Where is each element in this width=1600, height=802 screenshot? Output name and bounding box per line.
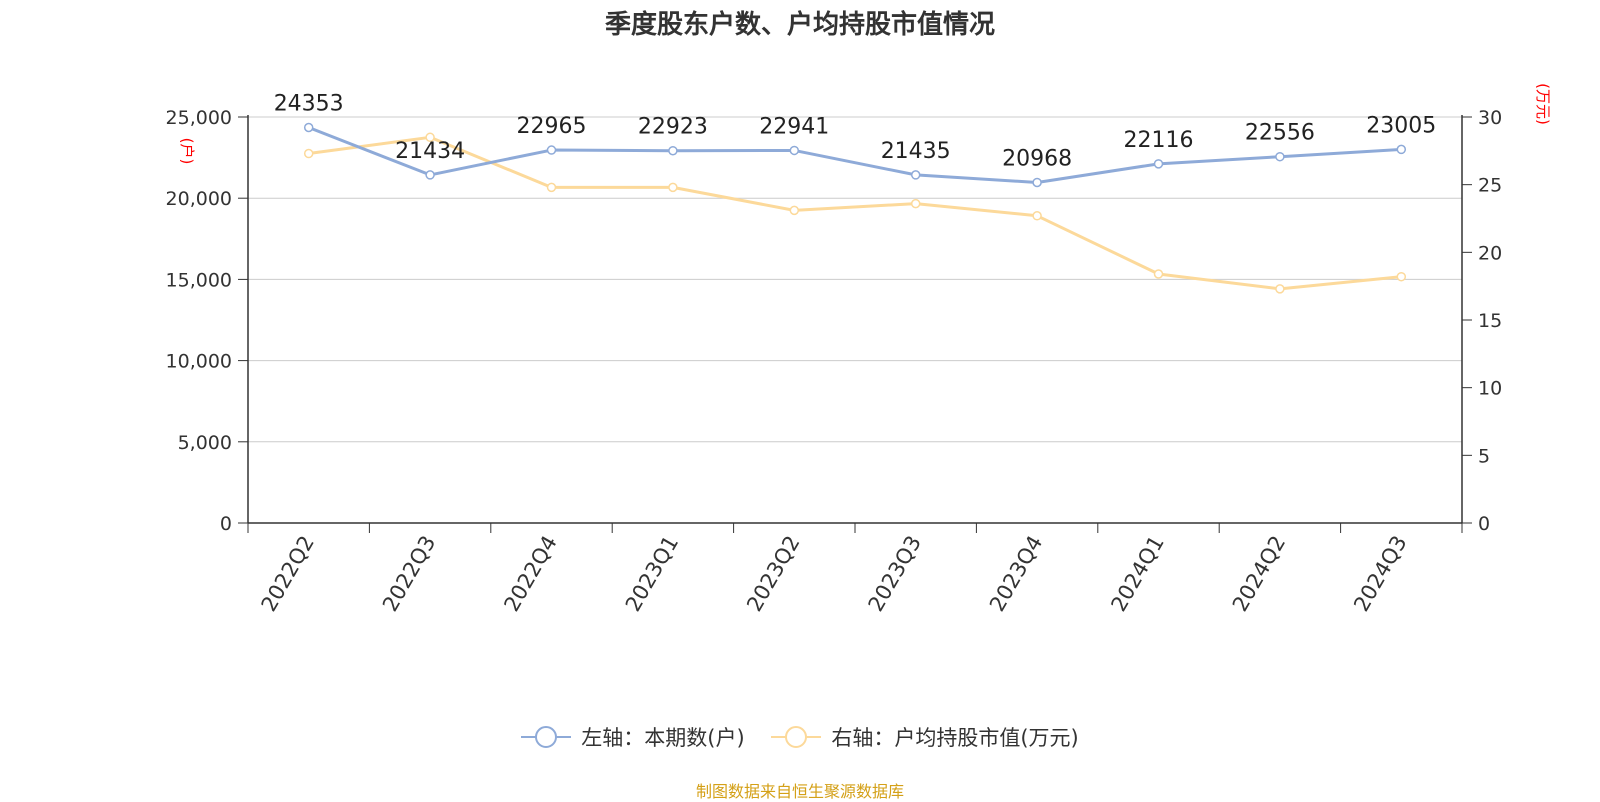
data-label: 24353 xyxy=(274,92,344,117)
left-series-point xyxy=(1275,151,1285,162)
right-series-point xyxy=(668,182,678,193)
right-series-point xyxy=(1153,269,1164,279)
legend-right-line-circle-icon xyxy=(771,726,822,748)
left-series-point xyxy=(303,122,314,133)
legend-label-right: 右轴：户均持股市值(万元) xyxy=(831,726,1079,750)
left-axis-tick-label: 5,000 xyxy=(178,432,232,454)
x-axis-tick-label: 2022Q4 xyxy=(499,532,561,616)
legend-left-line-circle-icon xyxy=(521,726,572,748)
right-series-point xyxy=(910,198,921,209)
legend-label-left: 左轴：本期数(户) xyxy=(581,726,745,750)
right-axis-tick-label: 30 xyxy=(1478,107,1502,129)
left-axis-tick-label: 15,000 xyxy=(166,269,232,291)
left-series-line xyxy=(308,126,1402,184)
left-series-point xyxy=(789,145,800,156)
right-series-point xyxy=(1275,284,1285,294)
right-axis-unit: (万元) xyxy=(1534,83,1552,125)
left-axis-tick-label: 20,000 xyxy=(166,188,232,210)
right-axis-tick-label: 20 xyxy=(1478,242,1502,264)
right-axis-tick-label: 5 xyxy=(1478,445,1490,467)
right-series-point xyxy=(1396,271,1407,282)
left-series-point xyxy=(1396,144,1407,155)
left-axis-tick-label: 0 xyxy=(220,513,232,535)
right-axis-tick-label: 15 xyxy=(1478,310,1502,332)
data-label: 22556 xyxy=(1245,121,1315,146)
x-axis-tick-label: 2024Q1 xyxy=(1106,532,1168,616)
x-axis-tick-label: 2023Q2 xyxy=(742,532,804,616)
x-axis-tick-label: 2024Q2 xyxy=(1228,532,1290,616)
data-labels: 24353 21434 22965 22923 22941 21435 20968 22116… xyxy=(274,92,1437,172)
chart-title: 季度股东户数、户均持股市值情况 xyxy=(604,10,995,40)
legend-item-right[interactable]: 右轴：户均持股市值(万元) xyxy=(771,722,1079,752)
right-axis-tick-label: 25 xyxy=(1478,175,1502,197)
left-series-point xyxy=(546,145,557,155)
left-series-point xyxy=(1153,159,1164,169)
left-series-point xyxy=(910,170,921,180)
series xyxy=(303,122,1407,294)
data-label: 22116 xyxy=(1124,128,1194,153)
left-axis-tick-label: 10,000 xyxy=(166,351,232,373)
right-series-point xyxy=(303,148,314,159)
left-series-point xyxy=(1032,177,1042,188)
grid-lines xyxy=(248,116,1462,443)
x-axis-tick-label: 2023Q4 xyxy=(985,532,1047,616)
x-axis-tick-label: 2023Q3 xyxy=(864,532,926,616)
data-label: 22941 xyxy=(759,114,829,139)
left-series-point xyxy=(668,145,678,156)
right-axis-tick-label: 0 xyxy=(1478,513,1490,535)
x-axis-tick-label: 2024Q3 xyxy=(1349,532,1411,616)
data-label: 21435 xyxy=(881,139,951,164)
left-axis-tick-label: 25,000 xyxy=(166,107,232,129)
left-series-point xyxy=(425,170,435,180)
x-axis-tick-label: 2023Q1 xyxy=(621,532,683,616)
right-series-point xyxy=(789,205,800,216)
data-label: 22923 xyxy=(638,115,708,140)
right-series-point xyxy=(425,132,435,143)
data-label: 20968 xyxy=(1002,146,1072,171)
data-label: 21434 xyxy=(395,139,465,164)
left-axis-unit: (户) xyxy=(178,138,196,165)
x-axis-tick-label: 2022Q3 xyxy=(378,532,440,616)
legend-item-left[interactable]: 左轴：本期数(户) xyxy=(521,722,745,752)
right-series-point xyxy=(546,182,557,193)
source-note: 制图数据来自恒生聚源数据库 xyxy=(695,782,904,801)
right-series-point xyxy=(1032,211,1042,221)
legend: 左轴：本期数(户) 右轴：户均持股市值(万元) xyxy=(0,722,1600,754)
x-axis-tick-label: 2022Q2 xyxy=(257,532,319,616)
right-axis-tick-label: 10 xyxy=(1478,378,1502,400)
data-label: 23005 xyxy=(1366,113,1436,138)
data-label: 22965 xyxy=(517,114,587,139)
